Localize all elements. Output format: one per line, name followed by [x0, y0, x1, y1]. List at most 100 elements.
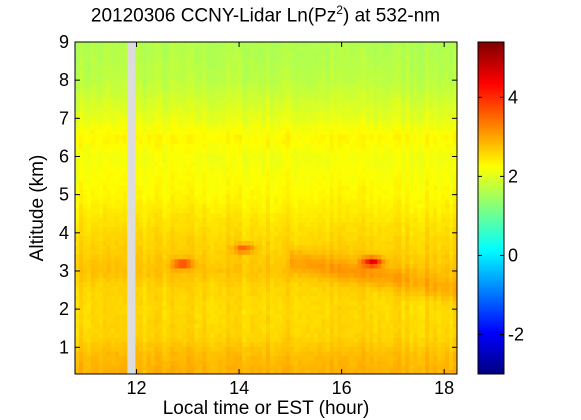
- heatmap-cell: [166, 120, 172, 126]
- heatmap-cell: [333, 198, 339, 204]
- heatmap-cell: [281, 249, 287, 255]
- heatmap-cell: [146, 166, 152, 172]
- heatmap-cell: [269, 78, 275, 85]
- heatmap-cell: [90, 314, 96, 320]
- heatmap-cell: [110, 189, 116, 195]
- heatmap-cell: [210, 277, 215, 283]
- heatmap-cell: [75, 69, 80, 75]
- heatmap-cell: [102, 212, 108, 218]
- heatmap-cell: [166, 88, 172, 94]
- heatmap-cell: [289, 304, 295, 311]
- heatmap-cell: [317, 60, 323, 66]
- heatmap-cell: [317, 171, 323, 177]
- heatmap-cell: [194, 88, 199, 94]
- heatmap-cell: [75, 244, 80, 251]
- heatmap-cell: [313, 69, 319, 75]
- heatmap-cell: [106, 129, 112, 135]
- heatmap-cell: [266, 97, 271, 103]
- heatmap-cell: [281, 88, 287, 94]
- heatmap-cell: [341, 281, 347, 287]
- heatmap-cell: [266, 221, 271, 228]
- heatmap-cell: [182, 258, 188, 264]
- heatmap-cell: [218, 350, 223, 357]
- heatmap-cell: [190, 360, 195, 366]
- heatmap-cell: [317, 318, 323, 324]
- heatmap-cell: [90, 221, 96, 228]
- heatmap-cell: [114, 346, 120, 352]
- heatmap-cell: [226, 304, 231, 311]
- heatmap-cell: [198, 74, 203, 80]
- heatmap-cell: [90, 332, 96, 338]
- heatmap-cell: [337, 60, 343, 66]
- heatmap-cell: [262, 148, 267, 154]
- heatmap-cell: [206, 267, 211, 274]
- heatmap-cell: [329, 346, 335, 352]
- heatmap-cell: [138, 360, 144, 366]
- heatmap-cell: [266, 92, 271, 98]
- heatmap-cell: [277, 88, 283, 94]
- heatmap-cell: [198, 286, 203, 292]
- heatmap-cell: [301, 235, 307, 241]
- heatmap-cell: [258, 212, 263, 218]
- heatmap-cell: [222, 55, 227, 62]
- heatmap-cell: [218, 65, 223, 71]
- heatmap-cell: [134, 194, 140, 200]
- heatmap-cell: [313, 212, 319, 218]
- heatmap-cell: [170, 180, 176, 186]
- heatmap-cell: [258, 55, 263, 62]
- heatmap-cell: [329, 277, 335, 283]
- heatmap-cell: [289, 175, 295, 181]
- heatmap-cell: [162, 291, 168, 297]
- heatmap-cell: [329, 88, 335, 94]
- heatmap-cell: [118, 309, 124, 315]
- heatmap-cell: [250, 267, 255, 274]
- heatmap-cell: [186, 304, 191, 311]
- heatmap-cell: [266, 143, 271, 149]
- heatmap-cell: [138, 235, 144, 241]
- heatmap-cell: [329, 143, 335, 149]
- heatmap-cell: [309, 184, 315, 191]
- heatmap-cell: [297, 69, 303, 75]
- heatmap-cell: [162, 314, 168, 320]
- heatmap-cell: [262, 78, 267, 85]
- heatmap-cell: [305, 189, 311, 195]
- heatmap-cell: [214, 360, 219, 366]
- heatmap-cell: [222, 175, 227, 181]
- heatmap-cell: [174, 360, 180, 366]
- heatmap-cell: [230, 148, 235, 154]
- heatmap-cell: [349, 360, 355, 366]
- heatmap-cell: [98, 369, 104, 374]
- heatmap-cell: [194, 341, 199, 347]
- heatmap-cell: [266, 166, 271, 172]
- heatmap-cell: [166, 115, 172, 121]
- heatmap-cell: [122, 295, 128, 301]
- heatmap-cell: [301, 295, 307, 301]
- heatmap-cell: [94, 184, 100, 191]
- heatmap-cell: [146, 254, 152, 260]
- heatmap-cell: [186, 212, 191, 218]
- heatmap-cell: [262, 101, 267, 108]
- heatmap-cell: [277, 291, 283, 297]
- heatmap-cell: [182, 60, 188, 66]
- heatmap-cell: [150, 69, 156, 75]
- heatmap-cell: [262, 97, 267, 103]
- heatmap-cell: [242, 152, 247, 158]
- heatmap-cell: [202, 295, 207, 301]
- heatmap-cell: [142, 55, 148, 62]
- heatmap-cell: [285, 258, 291, 264]
- heatmap-cell: [238, 138, 243, 145]
- heatmap-cell: [114, 175, 120, 181]
- heatmap-cell: [273, 341, 279, 347]
- heatmap-cell: [118, 175, 124, 181]
- heatmap-cell: [78, 129, 84, 135]
- heatmap-cell: [329, 157, 335, 163]
- heatmap-cell: [90, 217, 96, 223]
- heatmap-cell: [246, 171, 251, 177]
- heatmap-cell: [78, 101, 84, 108]
- heatmap-cell: [254, 171, 259, 177]
- heatmap-cell: [246, 97, 251, 103]
- heatmap-cell: [178, 111, 184, 117]
- heatmap-cell: [210, 281, 215, 287]
- heatmap-cell: [186, 106, 191, 112]
- heatmap-cell: [182, 111, 188, 117]
